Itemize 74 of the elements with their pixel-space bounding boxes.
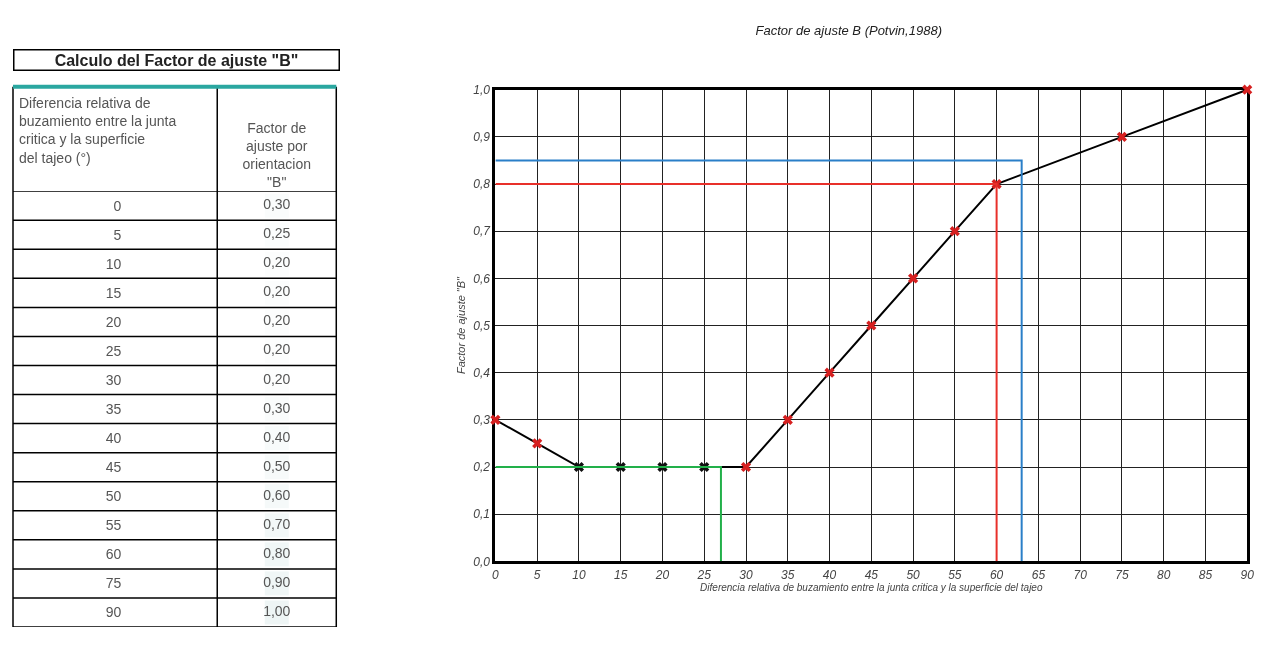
point bbox=[490, 414, 501, 425]
y-tick-label: 0,6 bbox=[473, 271, 491, 286]
y-tick-label: 55 bbox=[105, 517, 122, 534]
y-tick-label: 45 bbox=[105, 459, 122, 476]
data-label: 0,70 bbox=[263, 515, 291, 532]
y-tick-label: 90 bbox=[105, 604, 122, 621]
x-tick-label: 80 bbox=[1157, 567, 1171, 582]
data-label: 0,40 bbox=[263, 428, 291, 445]
data-label: 0,30 bbox=[263, 399, 291, 416]
y-axis-title: Diferencia relativa de buzamiento entre la junta critica y la superficie del tajeo (°) bbox=[19, 95, 177, 166]
x-tick-label: 15 bbox=[614, 567, 628, 582]
data-label: 0,50 bbox=[263, 457, 291, 474]
x-tick-label: 65 bbox=[1031, 567, 1046, 582]
x-tick-label: 30 bbox=[739, 567, 753, 582]
y-tick-label: 60 bbox=[105, 546, 122, 563]
y-tick-label: 1,0 bbox=[473, 82, 491, 97]
x-tick-label: 20 bbox=[654, 567, 670, 582]
y-tick-label: 15 bbox=[105, 284, 122, 301]
y-tick-label: 0,2 bbox=[473, 460, 491, 475]
x-tick-label: 40 bbox=[822, 567, 837, 582]
data-label: 0,60 bbox=[263, 486, 291, 503]
point bbox=[866, 320, 877, 331]
y-axis-title: Factor de ajuste "B" bbox=[454, 275, 467, 375]
y-tick-label: 0,3 bbox=[473, 413, 491, 428]
point bbox=[532, 438, 543, 449]
y-tick-label: 0,5 bbox=[473, 318, 491, 333]
y-tick-label: 50 bbox=[105, 488, 122, 505]
y-tick-label: 10 bbox=[105, 255, 122, 272]
y-tick-label: 0,9 bbox=[473, 130, 491, 145]
y-tick-label: 0,7 bbox=[473, 224, 492, 239]
point bbox=[824, 367, 835, 378]
x-tick-label: 55 bbox=[948, 567, 962, 582]
y-tick-label: 0,1 bbox=[473, 507, 491, 522]
point bbox=[740, 461, 752, 473]
x-axis-title: Diferencia relativa de buzamiento entre la junta critica y la superficie del tajeo bbox=[700, 582, 1043, 594]
data-label: 0,20 bbox=[263, 254, 291, 271]
y-tick-label: 35 bbox=[105, 400, 122, 417]
x-tick-label: 35 bbox=[781, 567, 795, 582]
x-tick-label: 85 bbox=[1198, 567, 1213, 582]
data-label: 0,25 bbox=[263, 225, 291, 242]
y-tick-label: 0,8 bbox=[473, 177, 491, 192]
point bbox=[1116, 131, 1127, 142]
data-label: 0,90 bbox=[263, 573, 291, 590]
data-label: 0,20 bbox=[263, 283, 291, 300]
point bbox=[1242, 84, 1253, 95]
point bbox=[949, 226, 960, 237]
y-tick-label: 0 bbox=[113, 197, 122, 214]
data-label: 1,00 bbox=[263, 602, 291, 619]
data-label: 0,20 bbox=[263, 341, 291, 358]
x-tick-label: 45 bbox=[864, 567, 879, 582]
x-tick-label: 10 bbox=[572, 567, 586, 582]
point bbox=[907, 273, 919, 284]
chart-title: Factor de ajuste B (Potvin,1988) bbox=[755, 22, 942, 38]
x-tick-label: 90 bbox=[1240, 567, 1255, 582]
y-tick-label: 5 bbox=[113, 226, 122, 243]
x-tick-label: 75 bbox=[1115, 567, 1129, 582]
y-tick-label: 0,0 bbox=[473, 554, 491, 569]
x-tick-label: 25 bbox=[696, 567, 712, 582]
y-tick-label: 20 bbox=[105, 313, 122, 330]
data-label: 0,80 bbox=[263, 544, 291, 561]
data-label: 0,20 bbox=[263, 312, 291, 329]
y-tick-label: 25 bbox=[105, 342, 122, 359]
chart-title: Calculo del Factor de ajuste "B" bbox=[54, 51, 299, 69]
x-tick-label: 50 bbox=[906, 567, 921, 582]
point bbox=[782, 414, 793, 425]
y-tick-label: 30 bbox=[105, 371, 122, 388]
data-label: 0,20 bbox=[263, 370, 291, 387]
x-tick-label: 5 bbox=[533, 567, 541, 582]
x-tick-label: Factor de ajuste por orientacion "B" bbox=[242, 119, 312, 191]
x-tick-label: 60 bbox=[989, 567, 1004, 582]
x-tick-label: 70 bbox=[1073, 567, 1088, 582]
data-label: 0,30 bbox=[263, 196, 291, 213]
y-tick-label: 0,4 bbox=[473, 365, 491, 380]
y-tick-label: 40 bbox=[105, 430, 122, 447]
